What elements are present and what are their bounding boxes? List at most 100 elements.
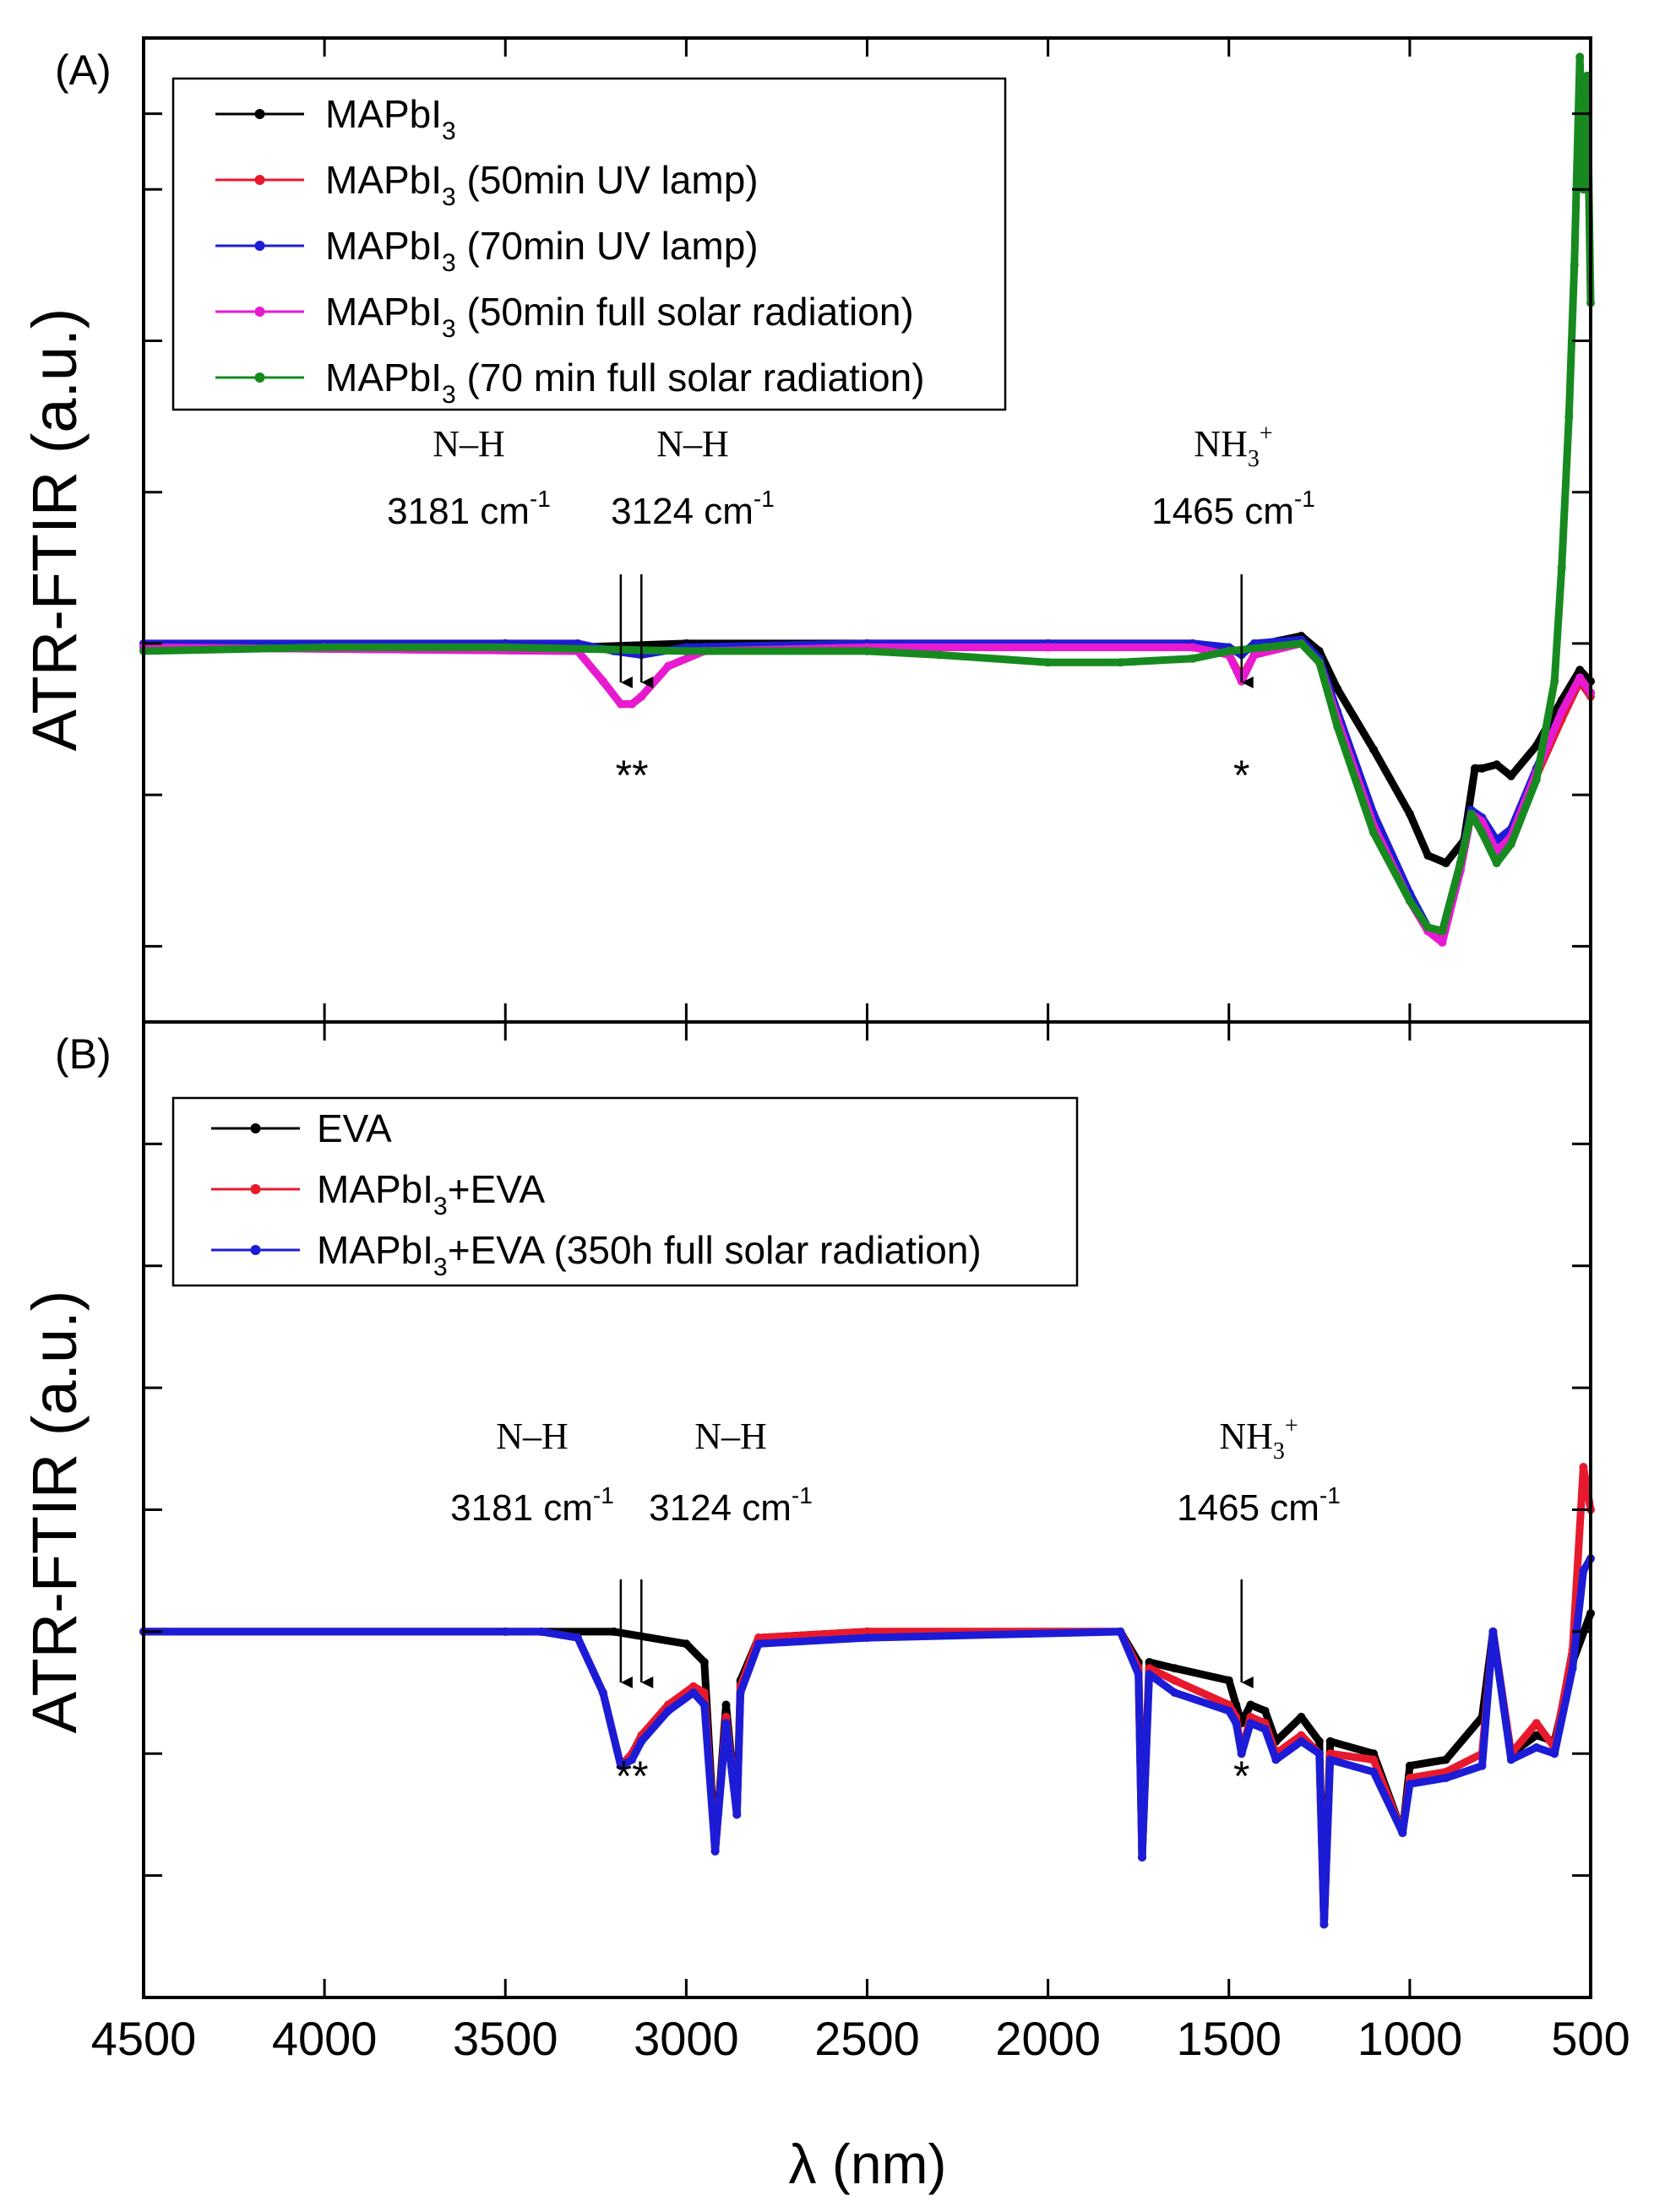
peak-mark: ** [616,1753,649,1800]
annotation-value-1: 3124 cm-1 [649,1482,813,1529]
data-point [1569,1664,1577,1672]
data-point [1134,1670,1143,1678]
data-point [1369,745,1378,753]
data-point [1044,658,1053,666]
data-point [1478,829,1487,837]
annotation-value-0: 3181 cm-1 [450,1482,614,1529]
series-b-1 [139,1463,1595,1928]
legend-swatch-marker [251,1184,261,1194]
data-point [1558,563,1566,572]
annotation-value-2: 1465 cm-1 [1151,486,1315,532]
data-point [1493,760,1501,769]
data-point [1246,1719,1254,1727]
series-a-2 [139,635,1595,935]
data-point [1406,810,1414,818]
data-point [1550,677,1559,686]
data-point [682,1639,690,1648]
data-point [1138,1853,1146,1861]
data-point [863,1633,872,1642]
annotation-value-1: 3124 cm-1 [611,486,775,532]
data-point [700,1701,709,1709]
panel-a: (A) ATR-FTIR (a.u.) N–H 3181 cm-1 N–H 3124 … [19,38,1595,1022]
x-tick-labels: 4500 4000 3500 3000 2500 2000 1500 1000 500 [91,2012,1630,2065]
series-a-3 [139,639,1595,947]
panel-a-ylabel: ATR-FTIR (a.u.) [19,308,90,752]
legend-swatch-marker [255,109,265,119]
data-point [1116,658,1124,666]
x-tick-label: 2500 [814,2012,920,2065]
data-point [682,647,690,655]
panel-a-annotations: N–H3181 cm-1N–H3124 cm-1NH3+1465 cm-1** * [387,421,1315,799]
data-point [1369,1768,1378,1776]
data-point [664,662,672,671]
data-point [1488,1628,1497,1636]
data-point [1507,772,1515,780]
x-tick-label: 2000 [995,2012,1101,2065]
data-point [1558,708,1566,716]
data-point [1423,923,1432,932]
annotation-label-1: N–H [694,1416,767,1457]
data-point [732,1810,741,1818]
legend-swatch-marker [255,307,265,317]
x-tick-label: 3000 [634,2012,739,2065]
data-point [574,1633,582,1642]
panel-a-legend: MAPbI3 MAPbI3 (50min UV lamp) MAPbI3 (70mi… [173,79,1005,410]
data-point [1171,1677,1179,1685]
data-point [1271,1756,1280,1764]
data-point [320,643,329,651]
series-a-1 [139,639,1595,943]
data-point [1478,764,1487,773]
data-point [754,1639,763,1648]
data-point [1333,723,1341,731]
panel-b-series [139,1463,1595,1928]
data-point [1171,1688,1179,1697]
data-point [1507,840,1515,848]
series-line-mapbi3-50min-full-solar-radiation [144,644,1591,943]
data-point [737,1688,745,1697]
data-point [1369,1756,1378,1764]
data-point [935,650,944,659]
x-axis-label: λ (nm) [789,2133,947,2195]
data-point [1398,1829,1407,1837]
data-point [722,1701,731,1709]
data-point [599,677,607,686]
series-line-mapbi3-70min-uv-lamp [144,639,1591,931]
data-point [1189,655,1197,663]
data-point [1319,1920,1328,1928]
legend-swatch-marker [251,1245,261,1255]
series-b-2 [139,1554,1595,1928]
legend-swatch-marker [255,372,265,383]
data-point [1225,1707,1233,1715]
data-point [1261,1707,1270,1715]
data-point [1532,775,1541,784]
data-point [1116,1628,1124,1636]
data-point [1579,1567,1587,1575]
data-point [1189,643,1197,651]
annotation-value-0: 3181 cm-1 [387,486,551,532]
data-point [711,1847,720,1856]
data-point [637,693,645,701]
panel-a-label: (A) [55,46,112,94]
ftir-figure: (A) ATR-FTIR (a.u.) N–H 3181 cm-1 N–H 3124 … [0,0,1665,2212]
data-point [1564,412,1573,421]
data-point [1467,810,1476,818]
annotation-label-0: N–H [433,423,505,465]
data-point [1442,1774,1450,1782]
data-point [501,643,509,651]
data-point [1145,1670,1154,1678]
annotation-label-2: NH3+ [1194,421,1272,472]
legend-label-0: EVA [317,1106,392,1150]
data-point [1326,1737,1335,1746]
panel-b-legend: EVA MAPbI3+EVA MAPbI3+EVA (350h full solar… [173,1098,1077,1285]
annotation-label-2: NH3+ [1219,1413,1298,1465]
data-point [1423,851,1432,860]
data-point [1575,52,1584,61]
data-point [1225,647,1233,655]
data-point [1225,1677,1233,1685]
peak-mark: ** [616,752,649,799]
data-point [1246,1701,1254,1709]
data-point [1532,1719,1541,1727]
data-point [1438,927,1446,936]
annotation-value-2: 1465 cm-1 [1177,1482,1341,1529]
